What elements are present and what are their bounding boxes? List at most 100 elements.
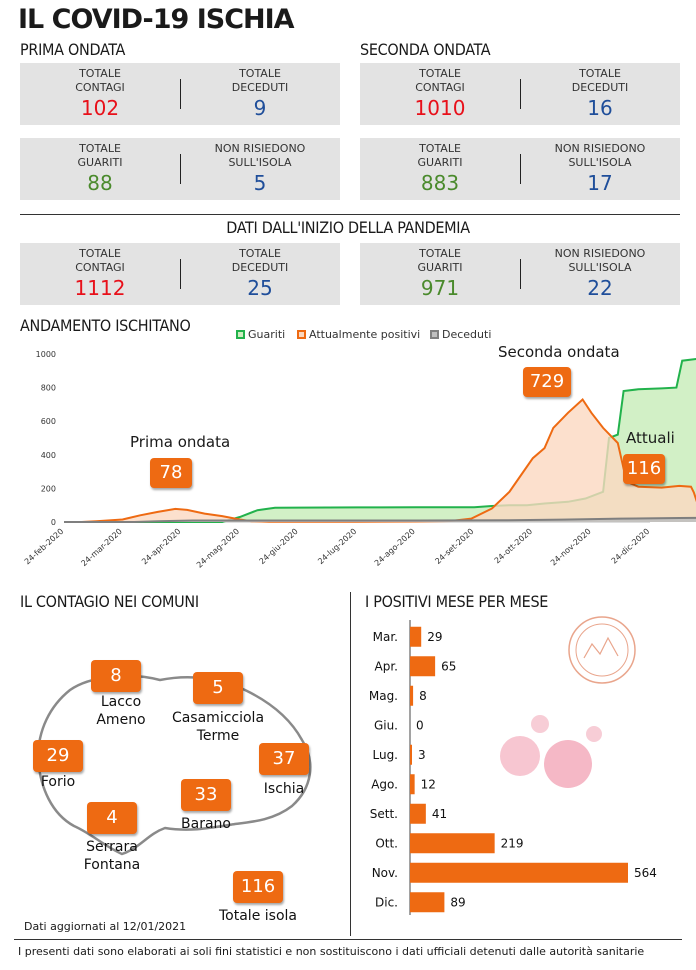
stat-label: TOTALE CONTAGI [415,67,465,94]
y-tick-label: 600 [41,417,56,426]
stat-value: 102 [80,96,120,120]
updated-note: Dati aggiornati al 12/01/2021 [24,920,187,933]
stat-value: 883 [420,171,460,195]
bar-category-label: Mag. [369,689,398,703]
bar [410,833,495,854]
x-tick-label: 24-ago-2020 [373,527,417,568]
stat-value: 1112 [74,276,126,300]
legend-positivi: Attualmente positivi [297,328,420,341]
comuni-heading: IL CONTAGIO NEI COMUNI [20,592,199,611]
bar-category-label: Ott. [375,836,398,850]
seconda-row1: TOTALE CONTAGI 1010 TOTALE DECEDUTI 16 [360,63,680,125]
stat-label: TOTALE DECEDUTI [571,67,629,94]
stat-value: 1010 [414,96,466,120]
y-tick-label: 400 [41,451,56,460]
comune-ischia-label: Ischia [263,781,305,797]
bar [410,685,414,706]
legend-swatch [236,330,245,339]
stat-value: 5 [253,171,267,195]
comune-barano-label: Barano [181,816,231,832]
bar-category-label: Giu. [374,718,398,732]
prima-non-risiedono: NON RISIEDONO SULL'ISOLA 5 [180,138,340,200]
pandemia-heading: DATI DALL'INIZIO DELLA PANDEMIA [226,218,470,237]
stat-value: 22 [587,276,613,300]
legend-label: Guariti [248,328,286,341]
pandemia-contagi: TOTALE CONTAGI 1112 [20,243,180,305]
x-tick-label: 24-mag-2020 [195,527,241,570]
legend-label: Attualmente positivi [309,328,421,341]
bar-value-label: 12 [421,777,436,791]
series-line-attualmente-positivi [64,397,696,523]
comune-casamicciola-value: 5 [193,672,243,704]
stat-label: TOTALE GUARITI [417,142,463,169]
y-tick-label: 800 [41,384,56,393]
seconda-row2: TOTALE GUARITI 883 NON RISIEDONO SULL'IS… [360,138,680,200]
x-tick-label: 24-lug-2020 [316,527,358,566]
association-stamp [568,616,636,684]
bar-category-label: Sett. [370,807,398,821]
stat-label: NON RISIEDONO SULL'ISOLA [554,142,646,169]
positivi-bar-chart: Mar. 29 Apr. 65 Mag. 8 Giu. 0 Lug. 3 Ago. 12 Sett. 41… [369,620,657,915]
bar [410,626,422,647]
section-divider [20,214,680,215]
comune-ischia-value: 37 [259,743,309,775]
bar [410,774,415,795]
stat-value: 971 [420,276,460,300]
divider [180,259,181,289]
page-title: IL COVID-19 ISCHIA [18,4,295,35]
chip-seconda-value: 729 [523,367,571,397]
divider [520,259,521,289]
bar [410,862,628,883]
seconda-contagi: TOTALE CONTAGI 1010 [360,63,520,125]
bar-value-label: 65 [441,659,456,673]
seconda-guariti: TOTALE GUARITI 883 [360,138,520,200]
bar-value-label: 219 [501,836,524,850]
comune-serrara-label: Serrara Fontana [83,839,141,873]
comune-totale-value: 116 [233,871,283,903]
comune-casamicciola-label: Casamicciola Terme [171,710,265,744]
bar-category-label: Ago. [371,777,398,791]
comune-forio-label: Forio [40,774,76,790]
comune-serrara-value: 4 [87,802,137,834]
divider [180,154,181,184]
virus-decoration [500,715,602,788]
prima-guariti: TOTALE GUARITI 88 [20,138,180,200]
bar-category-label: Apr. [375,659,398,673]
legend-swatch [430,330,439,339]
pandemia-non-risiedono: NON RISIEDONO SULL'ISOLA 22 [520,243,680,305]
stat-label: TOTALE DECEDUTI [231,67,289,94]
divider [180,79,181,109]
stat-label: TOTALE GUARITI [77,142,123,169]
chip-attuali-value: 116 [623,454,665,484]
prima-deceduti: TOTALE DECEDUTI 9 [180,63,340,125]
bar-value-label: 0 [416,718,424,732]
series-area-attualmente-positivi [64,399,696,522]
bar-category-label: Nov. [372,866,398,880]
bar-value-label: 564 [634,866,657,880]
stat-label: TOTALE CONTAGI [75,247,125,274]
seconda-deceduti: TOTALE DECEDUTI 16 [520,63,680,125]
bar [410,744,412,765]
bar-value-label: 29 [427,630,442,644]
x-tick-label: 24-mar-2020 [79,527,124,568]
annotation-prima: Prima ondata [130,433,231,451]
bar-value-label: 41 [432,807,447,821]
legend-deceduti: Deceduti [430,328,491,341]
bar-value-label: 89 [450,895,465,909]
column-divider [350,592,351,936]
comune-totale-label: Totale isola [219,908,297,924]
divider [520,79,521,109]
x-tick-label: 24-feb-2020 [23,527,66,567]
stat-label: NON RISIEDONO SULL'ISOLA [214,142,306,169]
chip-prima-value: 78 [150,458,192,488]
stat-value: 17 [587,171,613,195]
series-line-deceduti [64,516,696,523]
prima-row1: TOTALE CONTAGI 102 TOTALE DECEDUTI 9 [20,63,340,125]
prima-row2: TOTALE GUARITI 88 NON RISIEDONO SULL'ISO… [20,138,340,200]
annotation-seconda: Seconda ondata [498,343,620,361]
comune-lacco-value: 8 [91,660,141,692]
andamento-heading: ANDAMENTO ISCHITANO [20,316,191,335]
pandemia-right: TOTALE GUARITI 971 NON RISIEDONO SULL'IS… [360,243,680,305]
legend-guariti: Guariti [236,328,285,341]
prima-contagi: TOTALE CONTAGI 102 [20,63,180,125]
